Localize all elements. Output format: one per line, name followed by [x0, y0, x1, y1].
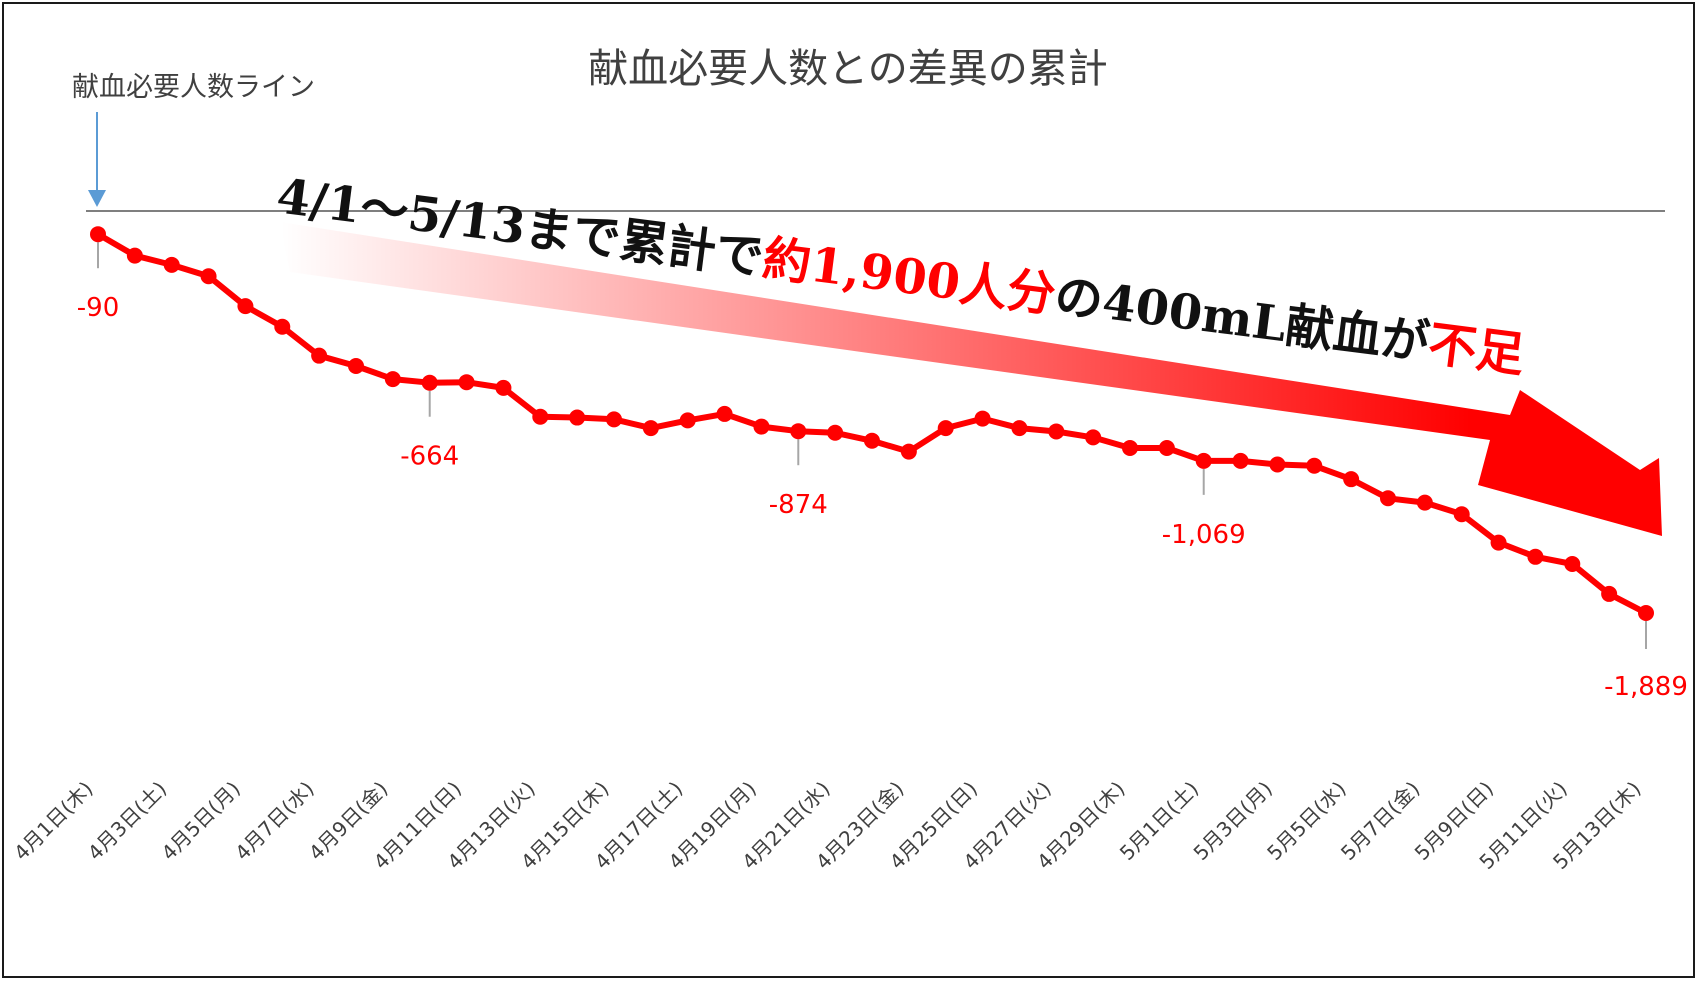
data-point-41	[1601, 585, 1618, 602]
data-point-13	[569, 409, 586, 426]
data-label-0: -90	[77, 293, 119, 323]
data-label-3: -1,069	[1162, 520, 1246, 550]
data-point-23	[937, 420, 954, 437]
data-point-10	[458, 374, 475, 391]
x-tick-label-17: 5月5日(水)	[1262, 777, 1350, 865]
reference-line-group: 献血必要人数ライン	[72, 72, 1665, 212]
data-point-34	[1343, 471, 1360, 488]
x-tick-label-0: 4月1日(木)	[9, 777, 97, 865]
data-point-22	[900, 443, 917, 460]
data-point-8	[384, 371, 401, 388]
data-point-36	[1416, 494, 1433, 511]
series-group	[90, 226, 1654, 621]
x-tick-label-18: 5月7日(金)	[1336, 777, 1424, 865]
x-tick-label-1: 4月3日(土)	[83, 777, 171, 865]
data-point-18	[753, 418, 770, 435]
data-point-24	[974, 410, 991, 427]
x-tick-label-3: 4月7日(水)	[230, 777, 318, 865]
data-point-25	[1011, 420, 1028, 437]
data-point-19	[790, 423, 807, 440]
x-tick-label-2: 4月5日(月)	[157, 777, 245, 865]
data-point-29	[1158, 439, 1175, 456]
data-point-11	[495, 379, 512, 396]
data-point-9	[421, 374, 438, 391]
annotation-arrow-shape	[280, 222, 1662, 536]
data-point-27	[1085, 429, 1102, 446]
reference-line-label: 献血必要人数ライン	[72, 72, 315, 103]
data-point-7	[348, 357, 364, 374]
data-point-4	[237, 298, 254, 315]
data-point-12	[532, 408, 549, 425]
x-axis-tick-labels: 4月1日(木)4月3日(土)4月5日(月)4月7日(水)4月9日(金)4月11日…	[9, 777, 1645, 874]
data-point-0	[90, 226, 106, 243]
data-point-5	[274, 318, 291, 335]
data-point-40	[1564, 556, 1581, 573]
data-point-32	[1269, 456, 1286, 473]
data-point-6	[311, 347, 328, 364]
data-point-14	[606, 411, 622, 428]
data-point-39	[1527, 548, 1544, 565]
chart-title: 献血必要人数との差異の累計	[588, 46, 1108, 92]
data-point-42	[1638, 605, 1654, 621]
data-labels: -90 -664 -874 -1,069 -1,889	[77, 293, 1688, 702]
data-point-3	[200, 268, 217, 285]
leader-lines	[97, 242, 1647, 649]
data-point-31	[1232, 452, 1249, 469]
data-label-4: -1,889	[1604, 672, 1688, 702]
data-point-37	[1453, 506, 1470, 523]
data-point-28	[1122, 439, 1138, 456]
data-point-35	[1380, 490, 1396, 507]
data-point-2	[163, 256, 180, 273]
data-point-21	[864, 432, 880, 449]
data-point-15	[642, 420, 659, 437]
x-tick-label-16: 5月3日(月)	[1189, 777, 1277, 865]
data-point-16	[679, 412, 696, 429]
data-point-38	[1490, 534, 1507, 551]
reference-arrow-icon	[88, 190, 106, 207]
annotation-arrow	[280, 222, 1662, 536]
data-label-1: -664	[400, 442, 459, 472]
annotation-part-3: 不足	[1425, 316, 1527, 384]
data-point-20	[827, 424, 844, 441]
data-point-17	[716, 405, 733, 422]
data-point-30	[1195, 452, 1212, 469]
data-point-33	[1306, 457, 1323, 474]
data-label-2: -874	[769, 490, 828, 520]
data-point-26	[1048, 423, 1065, 440]
data-point-1	[126, 247, 143, 264]
x-tick-label-15: 5月1日(土)	[1115, 777, 1203, 865]
